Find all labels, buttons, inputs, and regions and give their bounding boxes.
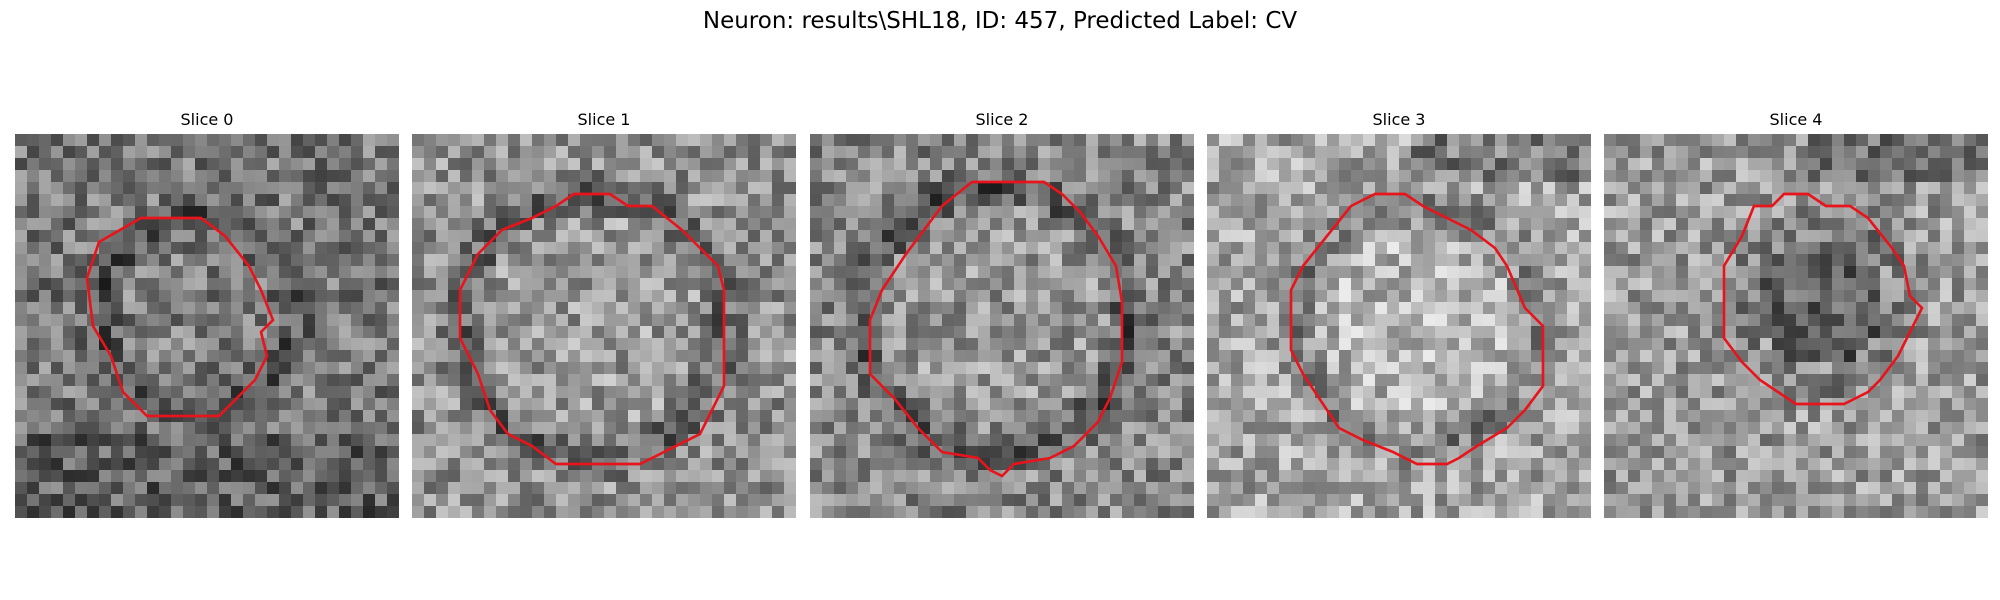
slice-image-1	[412, 134, 796, 518]
slice-pixels-3	[1207, 134, 1591, 518]
slice-panel-4: Slice 4	[1604, 110, 1988, 518]
slice-image-4	[1604, 134, 1988, 518]
slice-image-3	[1207, 134, 1591, 518]
slice-pixels-2	[810, 134, 1194, 518]
slice-title-1: Slice 1	[577, 110, 631, 129]
slice-pixels-4	[1604, 134, 1988, 518]
slice-image-2	[810, 134, 1194, 518]
roi-contour-4	[1722, 192, 1924, 406]
roi-contour-0	[85, 216, 275, 418]
slice-image-0	[15, 134, 399, 518]
figure-title: Neuron: results\SHL18, ID: 457, Predicte…	[702, 8, 1298, 34]
slice-panel-2: Slice 2	[810, 110, 1194, 518]
slice-panel-0: Slice 0	[15, 110, 399, 518]
roi-contour-1	[458, 192, 726, 466]
slice-pixels-1	[412, 134, 796, 518]
slice-title-4: Slice 4	[1769, 110, 1823, 129]
slice-title-0: Slice 0	[180, 110, 234, 129]
slice-panel-1: Slice 1	[412, 110, 796, 518]
slice-panel-3: Slice 3	[1207, 110, 1591, 518]
slice-pixels-0	[15, 134, 399, 518]
roi-contour-3	[1289, 192, 1545, 466]
slice-title-3: Slice 3	[1372, 110, 1426, 129]
roi-contour-2	[868, 180, 1124, 478]
slice-title-2: Slice 2	[975, 110, 1029, 129]
